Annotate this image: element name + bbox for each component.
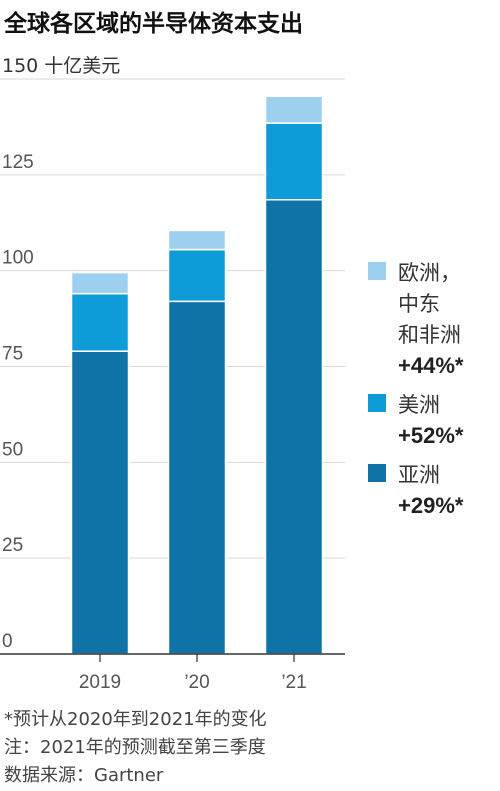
bar-segment <box>167 300 227 655</box>
x-tick-label: 2019 <box>79 672 121 693</box>
unit-label: 150 十亿美元 <box>2 55 120 77</box>
data-source: 数据来源：Gartner <box>4 765 164 786</box>
bar-segment <box>264 95 324 124</box>
y-tick-label: 100 <box>2 248 34 269</box>
stacked-bar-chart: 0 25 50 75 100 125 150 十亿美元 2019 ’20 ’21 欧洲， 中东和非洲… <box>0 55 464 693</box>
x-tick-label: ’21 <box>281 672 306 693</box>
bar-segment <box>70 271 130 295</box>
y-tick-label: 50 <box>2 439 23 460</box>
bar-segment <box>264 122 324 201</box>
y-tick-label: 125 <box>2 152 34 173</box>
chart-title: 全球各区域的半导体资本支出 <box>4 11 303 37</box>
legend-swatch <box>368 262 386 280</box>
y-tick-label: 0 <box>2 631 13 652</box>
bar-segment <box>167 229 227 251</box>
footer: *预计从2020年到2021年的变化 注：2021年的预测截至第三季度 数据来源… <box>4 706 267 790</box>
legend-label: 亚洲 <box>398 463 440 487</box>
footnote-change-period: *预计从2020年到2021年的变化 <box>4 709 267 730</box>
legend-label: 美洲 <box>398 393 440 417</box>
bars <box>70 95 324 655</box>
bar-segment <box>70 292 130 352</box>
legend-swatch <box>368 394 386 412</box>
bar-segment <box>167 248 227 303</box>
legend-change-label: +44%* <box>398 353 464 378</box>
legend-label: 中东 <box>398 292 440 316</box>
y-tick-label: 25 <box>2 535 23 556</box>
legend-label: 和非洲 <box>398 323 461 347</box>
x-tick-label: ’20 <box>184 672 209 693</box>
legend-change-label: +29%* <box>398 493 464 518</box>
axes: 0 25 50 75 100 125 150 十亿美元 2019 ’20 ’21 <box>0 55 345 693</box>
bar-segment <box>70 350 130 655</box>
footnote-forecast: 注：2021年的预测截至第三季度 <box>4 737 266 758</box>
legend-label: 欧洲， <box>398 261 461 285</box>
legend-change-label: +52%* <box>398 423 464 448</box>
bar-segment <box>264 199 324 655</box>
y-tick-label: 75 <box>2 344 23 365</box>
legend-swatch <box>368 464 386 482</box>
